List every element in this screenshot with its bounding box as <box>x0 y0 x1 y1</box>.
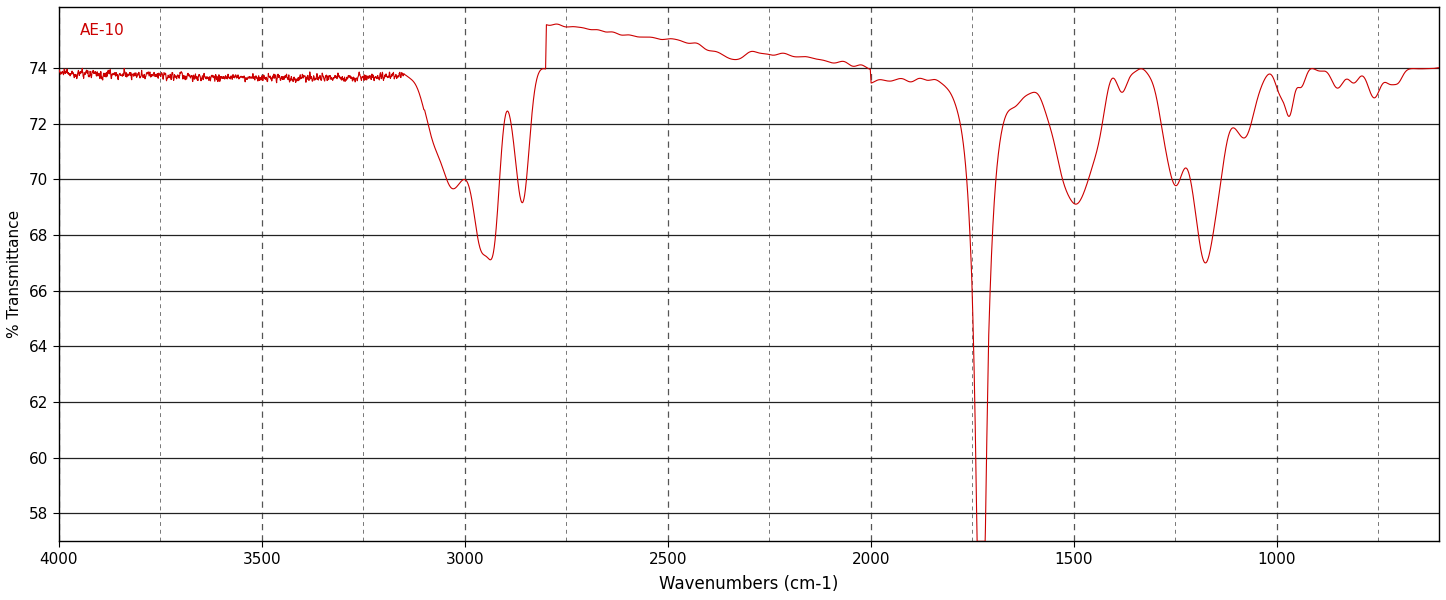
X-axis label: Wavenumbers (cm-1): Wavenumbers (cm-1) <box>659 575 839 593</box>
Y-axis label: % Transmittance: % Transmittance <box>7 210 22 338</box>
Text: AE-10: AE-10 <box>80 23 124 38</box>
